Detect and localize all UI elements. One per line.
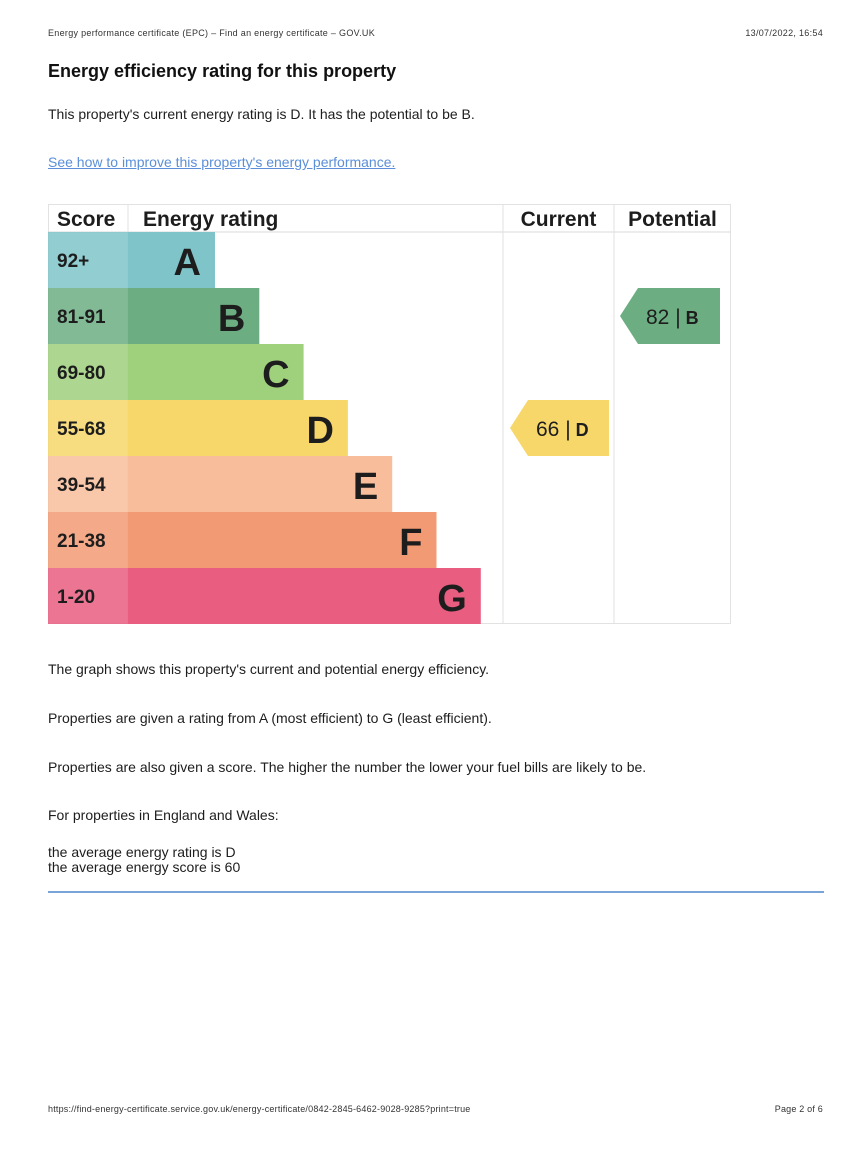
band-score-b: 81-91 [57,307,106,328]
band-score-cell-f [48,512,128,568]
band-score-a: 92+ [57,251,89,272]
averages-block: the average energy rating is D the avera… [48,845,240,875]
band-score-e: 39-54 [57,475,106,496]
band-bar-e [128,456,393,512]
band-score-c: 69-80 [57,363,106,384]
section-heading: Energy efficiency rating for this proper… [48,61,397,81]
section-divider [48,891,824,893]
band-letter-g: G [437,578,467,620]
band-bar-b [128,288,260,344]
band-bar-g [128,568,481,624]
band-score-cell-e [48,456,128,512]
band-score-cell-b [48,288,128,344]
potential-rating-arrow [620,288,720,344]
band-bar-c [128,344,304,400]
explanation-region: For properties in England and Wales: [48,807,279,823]
band-letter-a: A [174,242,201,284]
explanation-rating: Properties are given a rating from A (mo… [48,710,492,726]
explanation-score: Properties are also given a score. The h… [48,759,647,775]
current-rating-arrow [510,400,609,456]
browser-page-title: Energy performance certificate (EPC) – F… [48,28,375,38]
band-score-d: 55-68 [57,419,106,440]
band-score-f: 21-38 [57,531,106,552]
intro-text: This property's current energy rating is… [48,106,475,122]
potential-rating-label: 82 | B [646,306,699,329]
band-bar-a [128,232,215,288]
band-score-cell-c [48,344,128,400]
column-header-current: Current [521,208,597,231]
band-letter-d: D [306,410,333,452]
print-datetime: 13/07/2022, 16:54 [745,28,823,38]
improve-performance-link[interactable]: See how to improve this property's energ… [48,154,396,170]
average-score: the average energy score is 60 [48,859,241,875]
current-rating-label: 66 | D [536,418,589,441]
band-score-cell-d [48,400,128,456]
band-score-g: 1-20 [57,587,95,608]
column-header-energy-rating: Energy rating [143,208,278,231]
band-bar-d [128,400,348,456]
band-score-cell-a [48,232,128,288]
energy-rating-chart: Score Energy rating Current Potential 92+ A 8… [48,204,731,624]
band-letter-e: E [353,466,378,508]
page-url: https://find-energy-certificate.service.… [48,1104,471,1114]
average-rating: the average energy rating is D [48,844,236,860]
column-header-potential: Potential [628,208,717,231]
band-score-cell-g [48,568,128,624]
band-bar-f [128,512,437,568]
page-number: Page 2 of 6 [774,1104,823,1114]
band-letter-b: B [218,298,245,340]
explanation-graph: The graph shows this property's current … [48,661,490,677]
band-letter-c: C [262,354,289,396]
band-letter-f: F [399,522,422,564]
column-header-score: Score [57,208,115,231]
